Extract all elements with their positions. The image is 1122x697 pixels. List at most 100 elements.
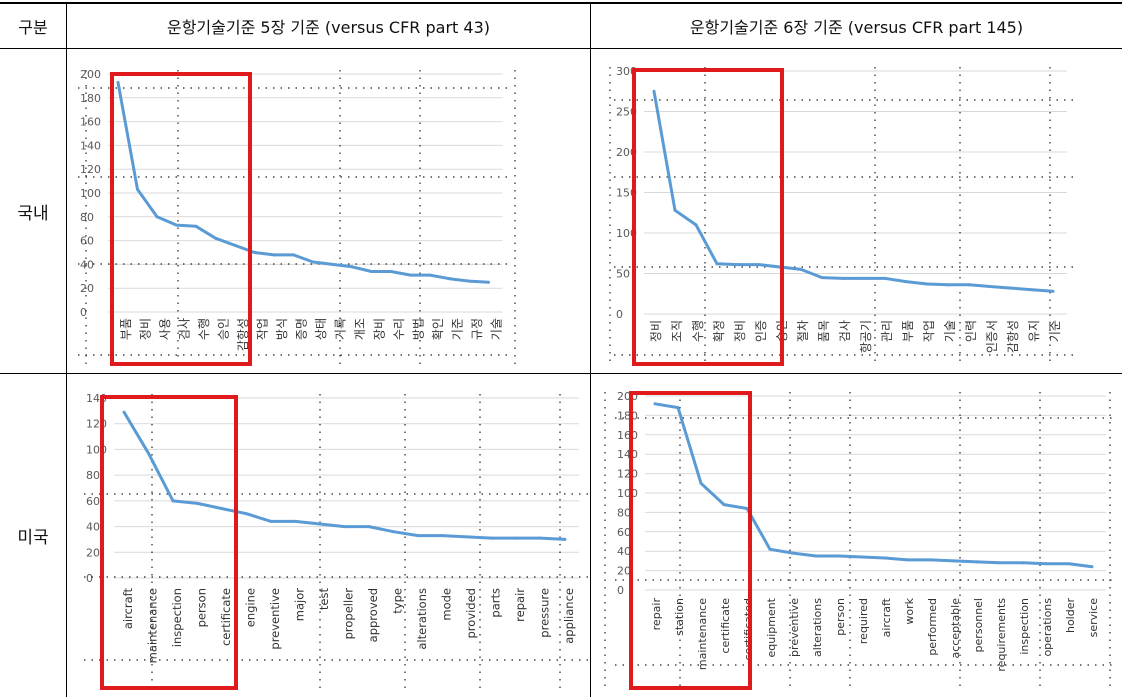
data-point <box>343 525 346 529</box>
data-point <box>272 253 276 257</box>
data-point <box>292 253 295 257</box>
series-line <box>652 91 1054 293</box>
x-tick-label: 정비 <box>733 320 747 342</box>
table-top-rule <box>0 2 1122 4</box>
y-tick-label: 20 <box>80 282 94 295</box>
data-point <box>1009 286 1013 290</box>
data-point <box>416 534 420 538</box>
table-col-rule-2 <box>590 3 591 697</box>
x-tick-label: person <box>195 588 209 627</box>
y-tick-label: 0 <box>616 308 623 321</box>
x-tick-label: preventive <box>268 588 282 650</box>
y-tick-label: 140 <box>617 448 638 461</box>
data-point <box>862 276 866 280</box>
x-tick-label: 수행 <box>196 318 211 340</box>
data-point <box>409 273 412 277</box>
x-tick-label: 상태 <box>314 318 328 340</box>
data-point <box>367 525 371 529</box>
x-tick-label: maintenance <box>146 588 160 663</box>
data-point <box>757 263 761 267</box>
x-tick-label: 승인 <box>217 318 231 340</box>
data-point <box>676 406 680 410</box>
data-point <box>448 277 451 281</box>
y-tick-label: 100 <box>80 187 101 200</box>
x-tick-label: 정비 <box>139 318 153 340</box>
data-point <box>745 507 749 511</box>
chart-domestic-ch5: 0 20 40 60 80 100 120 140 160 180 200 부품 정비 사용 검사 수행 승인 감… <box>78 68 516 366</box>
x-tick-label: 수행 <box>690 320 705 342</box>
data-point <box>715 262 719 266</box>
x-tick-label: pressure <box>538 588 552 638</box>
x-tick-label: preventive <box>788 598 801 657</box>
x-tick-label: alterations <box>811 598 824 657</box>
data-point <box>196 501 199 505</box>
x-tick-label: 작업 <box>922 320 936 342</box>
data-point <box>389 270 393 274</box>
x-tick-label: requirements <box>995 598 1008 672</box>
y-tick-label: 60 <box>617 526 631 539</box>
data-point <box>370 270 373 274</box>
y-tick-label: 40 <box>86 521 100 534</box>
x-tick-label: equipment <box>765 597 778 657</box>
data-point <box>946 283 950 287</box>
data-point <box>490 536 493 540</box>
data-point <box>952 559 956 563</box>
data-point <box>136 187 139 191</box>
x-tick-label: repair <box>650 598 663 631</box>
x-tick-label: 유지 <box>1027 320 1041 342</box>
highlight-box <box>632 68 784 366</box>
data-point <box>194 224 198 228</box>
x-tick-label: 품목 <box>817 320 831 342</box>
y-tick-label: 120 <box>80 163 101 176</box>
y-tick-label: 0 <box>617 584 624 597</box>
x-tick-label: 조직 <box>670 320 684 342</box>
data-point <box>860 555 864 559</box>
x-tick-label: station <box>673 598 686 636</box>
data-point <box>1030 288 1034 292</box>
x-tick-label: 인력 <box>964 320 978 342</box>
x-tick-label: 절차 <box>796 320 810 342</box>
highlight-box <box>629 391 752 690</box>
data-point <box>147 451 150 455</box>
x-tick-label: 검사 <box>178 318 192 340</box>
x-tick-label: 부품 <box>119 318 133 340</box>
x-tick-label: appliance <box>562 588 576 644</box>
x-tick-label: 항공기 <box>859 320 873 353</box>
data-point <box>820 276 824 280</box>
y-tick-label: 180 <box>617 409 638 422</box>
data-point <box>967 283 971 287</box>
y-tick-label: 100 <box>616 227 637 240</box>
y-tick-label: 80 <box>80 211 94 224</box>
x-tick-label: certificate <box>719 598 732 654</box>
y-tick-label: 0 <box>80 306 87 319</box>
data-point <box>925 282 929 286</box>
y-tick-label: 100 <box>617 487 638 500</box>
data-point <box>220 507 224 511</box>
y-tick-label: 20 <box>86 546 100 559</box>
header-chapter6: 운항기술기준 6장 기준 (versus CFR part 145) <box>689 18 1024 37</box>
data-point <box>841 276 845 280</box>
header-chapter5: 운항기술기준 5장 기준 (versus CFR part 43) <box>166 18 491 37</box>
x-tick-label: 기술 <box>943 320 957 342</box>
row-label-domestic: 국내 <box>17 203 49 224</box>
x-tick-label: inspection <box>170 588 184 647</box>
x-tick-label: 기준 <box>1048 320 1062 342</box>
x-tick-label: 부품 <box>901 320 915 342</box>
series-line <box>116 82 489 284</box>
x-tick-label: 규정 <box>470 318 484 340</box>
x-tick-label: 인증 <box>754 320 768 342</box>
data-point <box>318 522 322 526</box>
x-tick-label: parts <box>489 588 503 618</box>
data-point <box>906 558 910 562</box>
y-tick-label: 180 <box>80 92 101 105</box>
data-point <box>1021 561 1025 565</box>
table-row-rule <box>0 373 1122 374</box>
x-tick-label: propeller <box>342 588 356 640</box>
x-tick-label: required <box>857 598 870 644</box>
y-tick-label: 150 <box>616 187 637 200</box>
highlight-box <box>110 72 252 366</box>
y-tick-label: 40 <box>80 258 94 271</box>
